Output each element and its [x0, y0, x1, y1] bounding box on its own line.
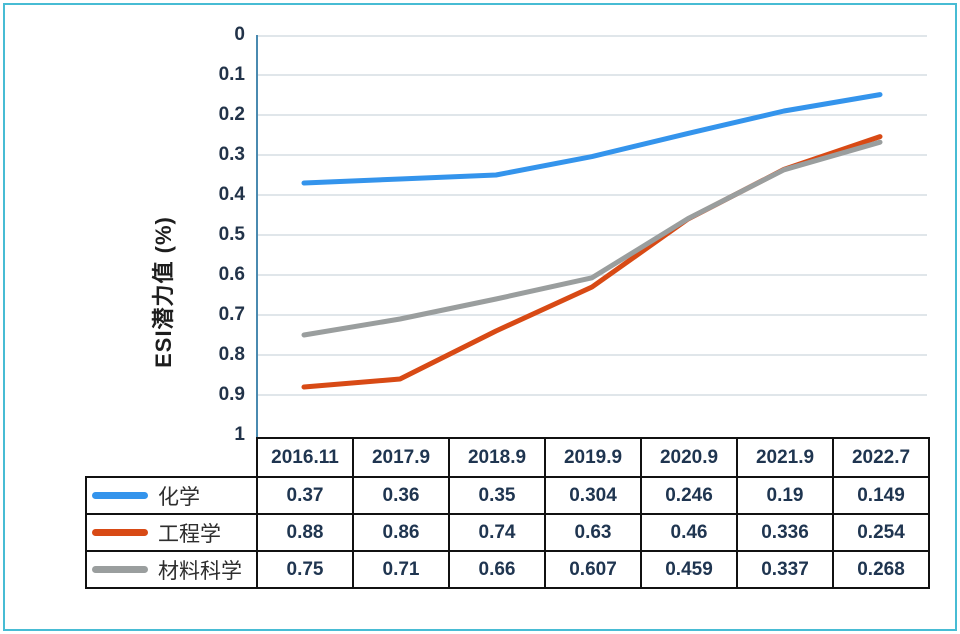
value-cell: 0.37: [256, 476, 354, 515]
legend-label: 化学: [158, 485, 200, 509]
y-tick-label: 0.3: [218, 144, 245, 165]
column-header: 2020.9: [640, 437, 738, 478]
legend-label: 材料科学: [158, 559, 242, 583]
y-tick-label: 0: [234, 24, 245, 45]
y-tick-label: 0.6: [218, 264, 245, 285]
legend-cell: 材料科学: [85, 550, 258, 589]
table-row: 化学 0.37 0.36 0.35 0.304 0.246 0.19 0.149: [85, 476, 930, 515]
table-row: 工程学 0.88 0.86 0.74 0.63 0.46 0.336 0.254: [85, 513, 930, 552]
value-cell: 0.607: [544, 550, 642, 589]
plot-area: [256, 35, 927, 437]
value-cell: 0.336: [736, 513, 834, 552]
value-cell: 0.88: [256, 513, 354, 552]
value-cell: 0.254: [832, 513, 930, 552]
value-cell: 0.75: [256, 550, 354, 589]
y-tick-label: 0.4: [218, 184, 245, 205]
value-cell: 0.304: [544, 476, 642, 515]
legend-line-icon: [92, 529, 148, 536]
y-tick-label: 0.7: [218, 304, 245, 325]
table-blank-cell: [86, 438, 257, 477]
legend-line-icon: [92, 566, 148, 573]
value-cell: 0.246: [640, 476, 738, 515]
y-tick-label: 0.2: [218, 104, 245, 125]
y-tick-label: 0.1: [218, 64, 245, 85]
value-cell: 0.86: [352, 513, 450, 552]
y-tick-label: 0.8: [218, 344, 245, 365]
data-table: 2016.11 2017.9 2018.9 2019.9 2020.9 2021.9 202…: [85, 437, 930, 589]
table-row: 材料科学 0.75 0.71 0.66 0.607 0.459 0.337 0.268: [85, 550, 930, 589]
value-cell: 0.63: [544, 513, 642, 552]
legend-line-icon: [92, 492, 148, 499]
value-cell: 0.74: [448, 513, 546, 552]
y-tick-label: 1: [234, 424, 245, 445]
y-tick-label: 0.9: [218, 384, 245, 405]
value-cell: 0.46: [640, 513, 738, 552]
value-cell: 0.337: [736, 550, 834, 589]
value-cell: 0.36: [352, 476, 450, 515]
column-header: 2021.9: [736, 437, 834, 478]
column-header: 2019.9: [544, 437, 642, 478]
value-cell: 0.459: [640, 550, 738, 589]
series-line-材料科学: [301, 139, 883, 338]
series-line-工程学: [301, 134, 883, 390]
column-header: 2022.7: [832, 437, 930, 478]
table-header-row: 2016.11 2017.9 2018.9 2019.9 2020.9 2021.9 202…: [86, 437, 930, 478]
y-tick-label: 0.5: [218, 224, 245, 245]
column-header: 2018.9: [448, 437, 546, 478]
legend-label: 工程学: [158, 522, 221, 546]
series-line-化学: [301, 92, 883, 186]
value-cell: 0.71: [352, 550, 450, 589]
legend-cell: 化学: [85, 476, 258, 515]
value-cell: 0.149: [832, 476, 930, 515]
y-axis-title: ESI潜力值 (%): [151, 216, 176, 368]
legend-cell: 工程学: [85, 513, 258, 552]
value-cell: 0.268: [832, 550, 930, 589]
column-header: 2017.9: [352, 437, 450, 478]
column-header: 2016.11: [256, 437, 354, 478]
value-cell: 0.19: [736, 476, 834, 515]
value-cell: 0.35: [448, 476, 546, 515]
value-cell: 0.66: [448, 550, 546, 589]
